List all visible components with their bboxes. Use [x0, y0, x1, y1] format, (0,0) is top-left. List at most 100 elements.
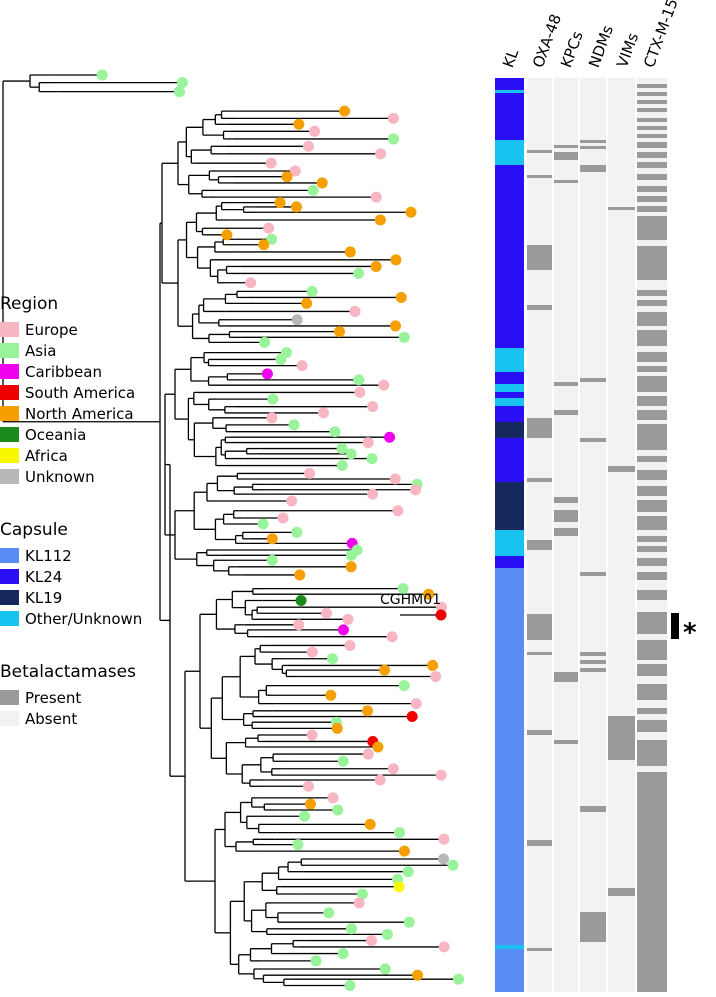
tip-dot — [398, 845, 410, 857]
betalactamase-present-cell — [554, 510, 578, 522]
betalactamase-present-cell — [580, 668, 606, 672]
betalactamase-swatch — [0, 690, 19, 705]
region-swatch — [0, 385, 19, 400]
tip-dot — [310, 955, 322, 967]
kl-cell — [495, 398, 524, 406]
betalactamase-present-cell — [637, 410, 667, 420]
tip-dot — [309, 125, 321, 137]
tip-dot — [306, 729, 318, 741]
betalactamase-present-cell — [554, 410, 578, 415]
tip-dot — [281, 171, 293, 183]
betalactamase-present-cell — [637, 118, 667, 122]
tip-dot — [395, 291, 407, 303]
region-legend-item: South America — [0, 382, 190, 403]
tip-dot — [372, 741, 384, 753]
region-legend-item: North America — [0, 403, 190, 424]
kl-cell — [495, 438, 524, 482]
col-header-kpcs: KPCs — [557, 28, 587, 71]
capsule-swatch — [0, 611, 19, 626]
tip-dot — [266, 554, 278, 566]
betalactamase-present-cell — [637, 396, 667, 406]
tip-dot — [302, 140, 314, 152]
tip-dot — [406, 711, 418, 723]
col-header-vims: VIMs — [613, 30, 643, 71]
region-legend-label: Unknown — [25, 467, 95, 486]
betalactamase-present-cell — [527, 175, 552, 178]
region-swatch — [0, 343, 19, 358]
kl-cell — [495, 90, 524, 93]
kl-cell — [495, 556, 524, 568]
tip-dot — [294, 569, 306, 581]
kl-cell — [495, 384, 524, 392]
tip-dot — [398, 680, 410, 692]
tip-dot — [274, 197, 286, 209]
tip-dot — [403, 916, 415, 928]
tip-dot — [436, 601, 448, 613]
tip-dot — [336, 443, 348, 455]
tip-dot — [316, 177, 328, 189]
betalactamase-present-cell — [637, 206, 667, 212]
tip-dot — [298, 810, 310, 822]
tip-dot — [258, 239, 270, 251]
tip-dot — [277, 512, 289, 524]
tip-dot — [292, 839, 304, 851]
betalactamase-present-cell — [527, 245, 552, 270]
betalactamase-present-cell — [637, 500, 667, 512]
tip-dot — [387, 133, 399, 145]
tip-dot — [365, 935, 377, 947]
betalactamase-present-cell — [637, 174, 667, 180]
tip-dot — [342, 613, 354, 625]
region-swatch — [0, 469, 19, 484]
tip-dot — [267, 393, 279, 405]
region-legend-title: Region — [0, 294, 59, 314]
tip-dot — [367, 401, 379, 413]
betalactamase-present-cell — [580, 438, 606, 442]
tip-dot — [293, 619, 305, 631]
betalactamase-present-cell — [637, 134, 667, 138]
highlight-bar — [671, 613, 679, 639]
region-swatch — [0, 406, 19, 421]
betalactamase-present-cell — [637, 142, 667, 148]
capsule-legend-label: KL19 — [25, 588, 63, 607]
region-legend-label: Caribbean — [25, 362, 102, 381]
tip-dot — [435, 609, 447, 621]
betalactamase-present-cell — [580, 572, 606, 576]
tip-dot — [296, 360, 308, 372]
tip-dot — [345, 923, 357, 935]
tip-dot — [173, 86, 185, 98]
betalactamase-present-cell — [637, 196, 667, 202]
tip-dot — [291, 526, 303, 538]
betalactamase-present-cell — [608, 466, 635, 472]
tip-dot — [394, 827, 406, 839]
tip-dot — [397, 583, 409, 595]
tip-dot — [334, 326, 346, 338]
betalactamase-present-cell — [637, 772, 667, 992]
tip-dot — [405, 206, 417, 218]
tip-dot — [275, 353, 287, 365]
kl-cell — [495, 372, 524, 384]
tip-dot — [356, 888, 368, 900]
tip-dot — [387, 763, 399, 775]
betalactamase-present-cell — [637, 162, 667, 168]
kl-cell — [495, 392, 524, 398]
betalactamase-present-cell — [637, 720, 667, 732]
tip-dot — [410, 484, 422, 496]
betalactamase-legend-item: Present — [0, 687, 190, 708]
tip-dot — [295, 594, 307, 606]
tip-dot — [345, 448, 357, 460]
tip-dot — [337, 755, 349, 767]
tip-dot — [344, 979, 356, 991]
tip-dot — [381, 928, 393, 940]
kl-cell — [495, 140, 524, 165]
betalactamase-present-cell — [580, 652, 606, 656]
tip-dot — [345, 561, 357, 573]
betalactamase-present-cell — [637, 352, 667, 362]
region-legend-label: Africa — [25, 446, 68, 465]
capsule-swatch — [0, 590, 19, 605]
region-legend-item: Asia — [0, 340, 190, 361]
betalactamase-present-cell — [637, 152, 667, 158]
betalactamase-present-cell — [554, 145, 578, 148]
betalactamase-present-cell — [637, 92, 667, 96]
tip-dot — [337, 624, 349, 636]
